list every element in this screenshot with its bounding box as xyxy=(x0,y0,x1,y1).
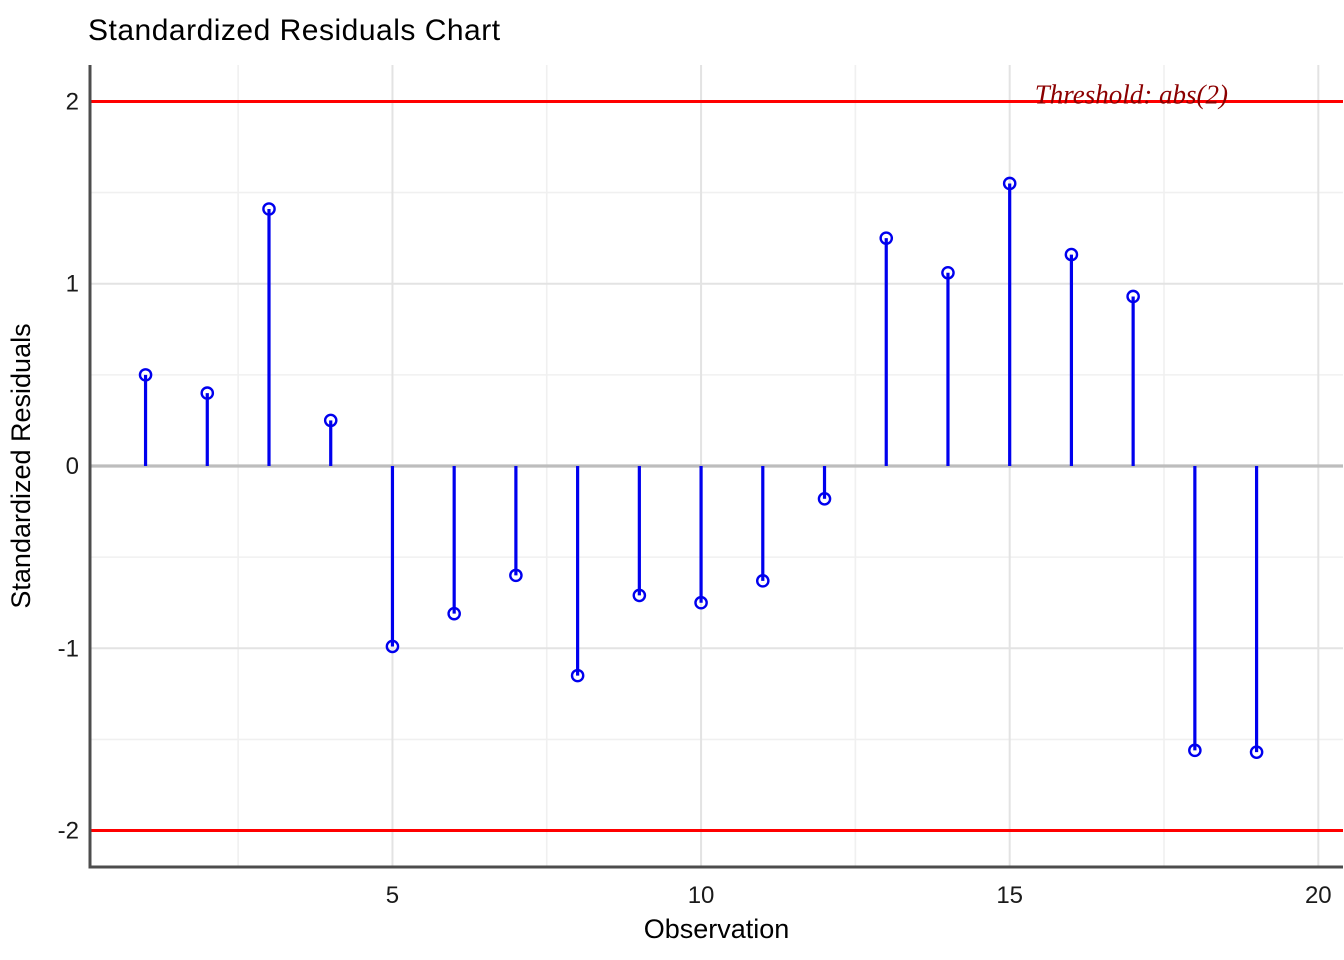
y-tick-label: -2 xyxy=(58,818,79,845)
data-point-marker xyxy=(1188,743,1202,758)
y-axis-title: Standardized Residuals xyxy=(6,323,36,608)
data-point-marker xyxy=(632,588,647,603)
data-point-marker xyxy=(879,231,894,245)
y-tick-label: -1 xyxy=(58,635,79,662)
y-tick-label: 0 xyxy=(66,453,79,480)
threshold-annotation: Threshold: abs(2) xyxy=(1035,79,1228,109)
chart-title: Standardized Residuals Chart xyxy=(88,14,501,47)
x-tick-label: 20 xyxy=(1305,882,1332,909)
data-point-marker xyxy=(941,265,955,280)
data-point-marker xyxy=(262,202,276,216)
data-point-marker xyxy=(323,413,338,428)
data-point-marker xyxy=(817,492,832,506)
x-tick-label: 15 xyxy=(996,882,1023,909)
data-point-marker xyxy=(509,568,523,583)
data-point-marker xyxy=(1126,289,1140,304)
data-point-marker xyxy=(694,595,708,610)
x-axis-title: Observation xyxy=(644,914,790,944)
data-point-marker xyxy=(447,606,461,621)
data-point-marker xyxy=(570,668,585,683)
y-tick-label: 1 xyxy=(66,271,79,298)
x-tick-label: 10 xyxy=(688,882,715,909)
data-point-marker xyxy=(385,639,400,654)
data-point-marker xyxy=(755,574,770,588)
x-tick-label: 5 xyxy=(386,882,399,909)
data-point-marker xyxy=(200,386,215,400)
data-point-marker xyxy=(138,368,153,382)
y-tick-label: 2 xyxy=(66,88,79,115)
data-point-marker xyxy=(1064,247,1079,262)
data-point-marker xyxy=(1249,745,1264,759)
data-point-marker xyxy=(1002,176,1017,191)
